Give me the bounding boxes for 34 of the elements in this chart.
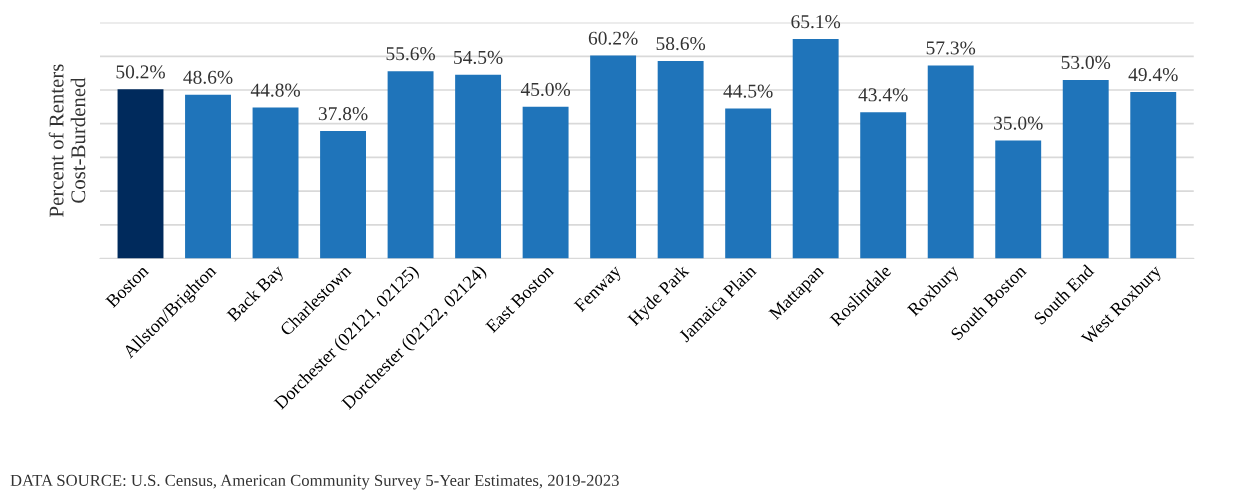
bar bbox=[590, 55, 637, 259]
bar bbox=[522, 106, 569, 259]
bar bbox=[1062, 79, 1109, 259]
data-label: 55.6% bbox=[386, 47, 436, 61]
bar bbox=[995, 140, 1042, 259]
data-label: 35.0% bbox=[994, 116, 1043, 130]
bar bbox=[927, 65, 974, 259]
data-label: 50.2% bbox=[116, 65, 165, 79]
bar bbox=[860, 112, 907, 259]
bar bbox=[455, 74, 502, 259]
data-label: 44.8% bbox=[250, 83, 300, 97]
bar bbox=[657, 61, 704, 259]
data-label: 54.5% bbox=[454, 50, 503, 65]
y-axis-title: Percent of Renters Cost-Burdened bbox=[48, 64, 86, 217]
bar bbox=[387, 71, 434, 259]
data-label: 60.2% bbox=[588, 31, 638, 45]
bar bbox=[185, 94, 231, 259]
data-label: 57.3% bbox=[926, 41, 976, 55]
data-label: 44.5% bbox=[723, 84, 773, 98]
data-label: 49.4% bbox=[1128, 68, 1178, 82]
data-label: 45.0% bbox=[520, 82, 571, 97]
bar bbox=[252, 107, 299, 259]
data-label: 48.6% bbox=[183, 70, 233, 84]
data-label: 53.0% bbox=[1061, 55, 1111, 70]
data-label: 37.8% bbox=[318, 107, 368, 121]
data-label: 43.4% bbox=[858, 88, 908, 102]
source-note: DATA SOURCE: U.S. Census, American Community Survey 5-Year Estimates, 2019-2023 bbox=[10, 474, 619, 490]
data-label: 58.6% bbox=[656, 37, 706, 51]
bar bbox=[1130, 92, 1177, 259]
bar bbox=[320, 131, 367, 259]
bar bbox=[792, 39, 839, 259]
bar bbox=[725, 108, 772, 259]
data-label: 65.1% bbox=[791, 15, 841, 29]
bar bbox=[117, 89, 164, 259]
